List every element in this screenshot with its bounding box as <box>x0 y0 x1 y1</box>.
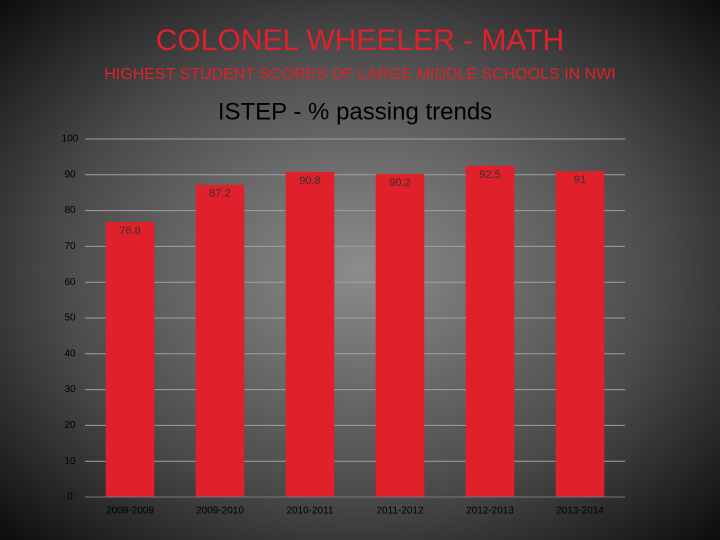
y-tick-label: 40 <box>64 348 76 359</box>
y-tick-label: 100 <box>62 134 79 145</box>
slide-subtitle: HIGHEST STUDENT SCORES OF LARGE MIDDLE S… <box>104 66 615 83</box>
bar <box>105 222 155 497</box>
chart-title: ISTEP - % passing trends <box>218 98 492 125</box>
y-tick-label: 70 <box>64 241 76 252</box>
x-tick-label: 2011-2012 <box>376 506 424 517</box>
y-tick-label: 0 <box>67 492 73 503</box>
y-tick-label: 20 <box>64 420 76 431</box>
y-tick-label: 60 <box>64 277 76 288</box>
slide-title: COLONEL WHEELER - MATH <box>156 24 564 57</box>
value-label: 87.2 <box>209 188 230 200</box>
value-label: 91 <box>574 174 586 186</box>
x-tick-label: 2009-2010 <box>196 506 244 517</box>
y-tick-label: 80 <box>64 205 76 216</box>
bar <box>375 174 425 498</box>
y-tick-label: 50 <box>64 313 76 324</box>
bar <box>465 165 515 497</box>
value-label: 92.5 <box>479 169 500 181</box>
y-tick-label: 10 <box>64 456 76 467</box>
value-label: 76.8 <box>119 225 140 237</box>
y-tick-label: 90 <box>64 169 76 180</box>
x-tick-label: 2012-2013 <box>466 506 514 517</box>
bar <box>555 171 605 497</box>
value-label: 90.2 <box>389 177 410 189</box>
y-tick-label: 30 <box>64 384 76 395</box>
bar <box>195 184 245 497</box>
x-tick-label: 2013-2014 <box>556 506 604 517</box>
value-label: 90.8 <box>299 175 320 187</box>
x-tick-label: 2010-2011 <box>286 506 334 517</box>
x-tick-label: 2008-2009 <box>106 506 154 517</box>
bar <box>285 171 335 497</box>
